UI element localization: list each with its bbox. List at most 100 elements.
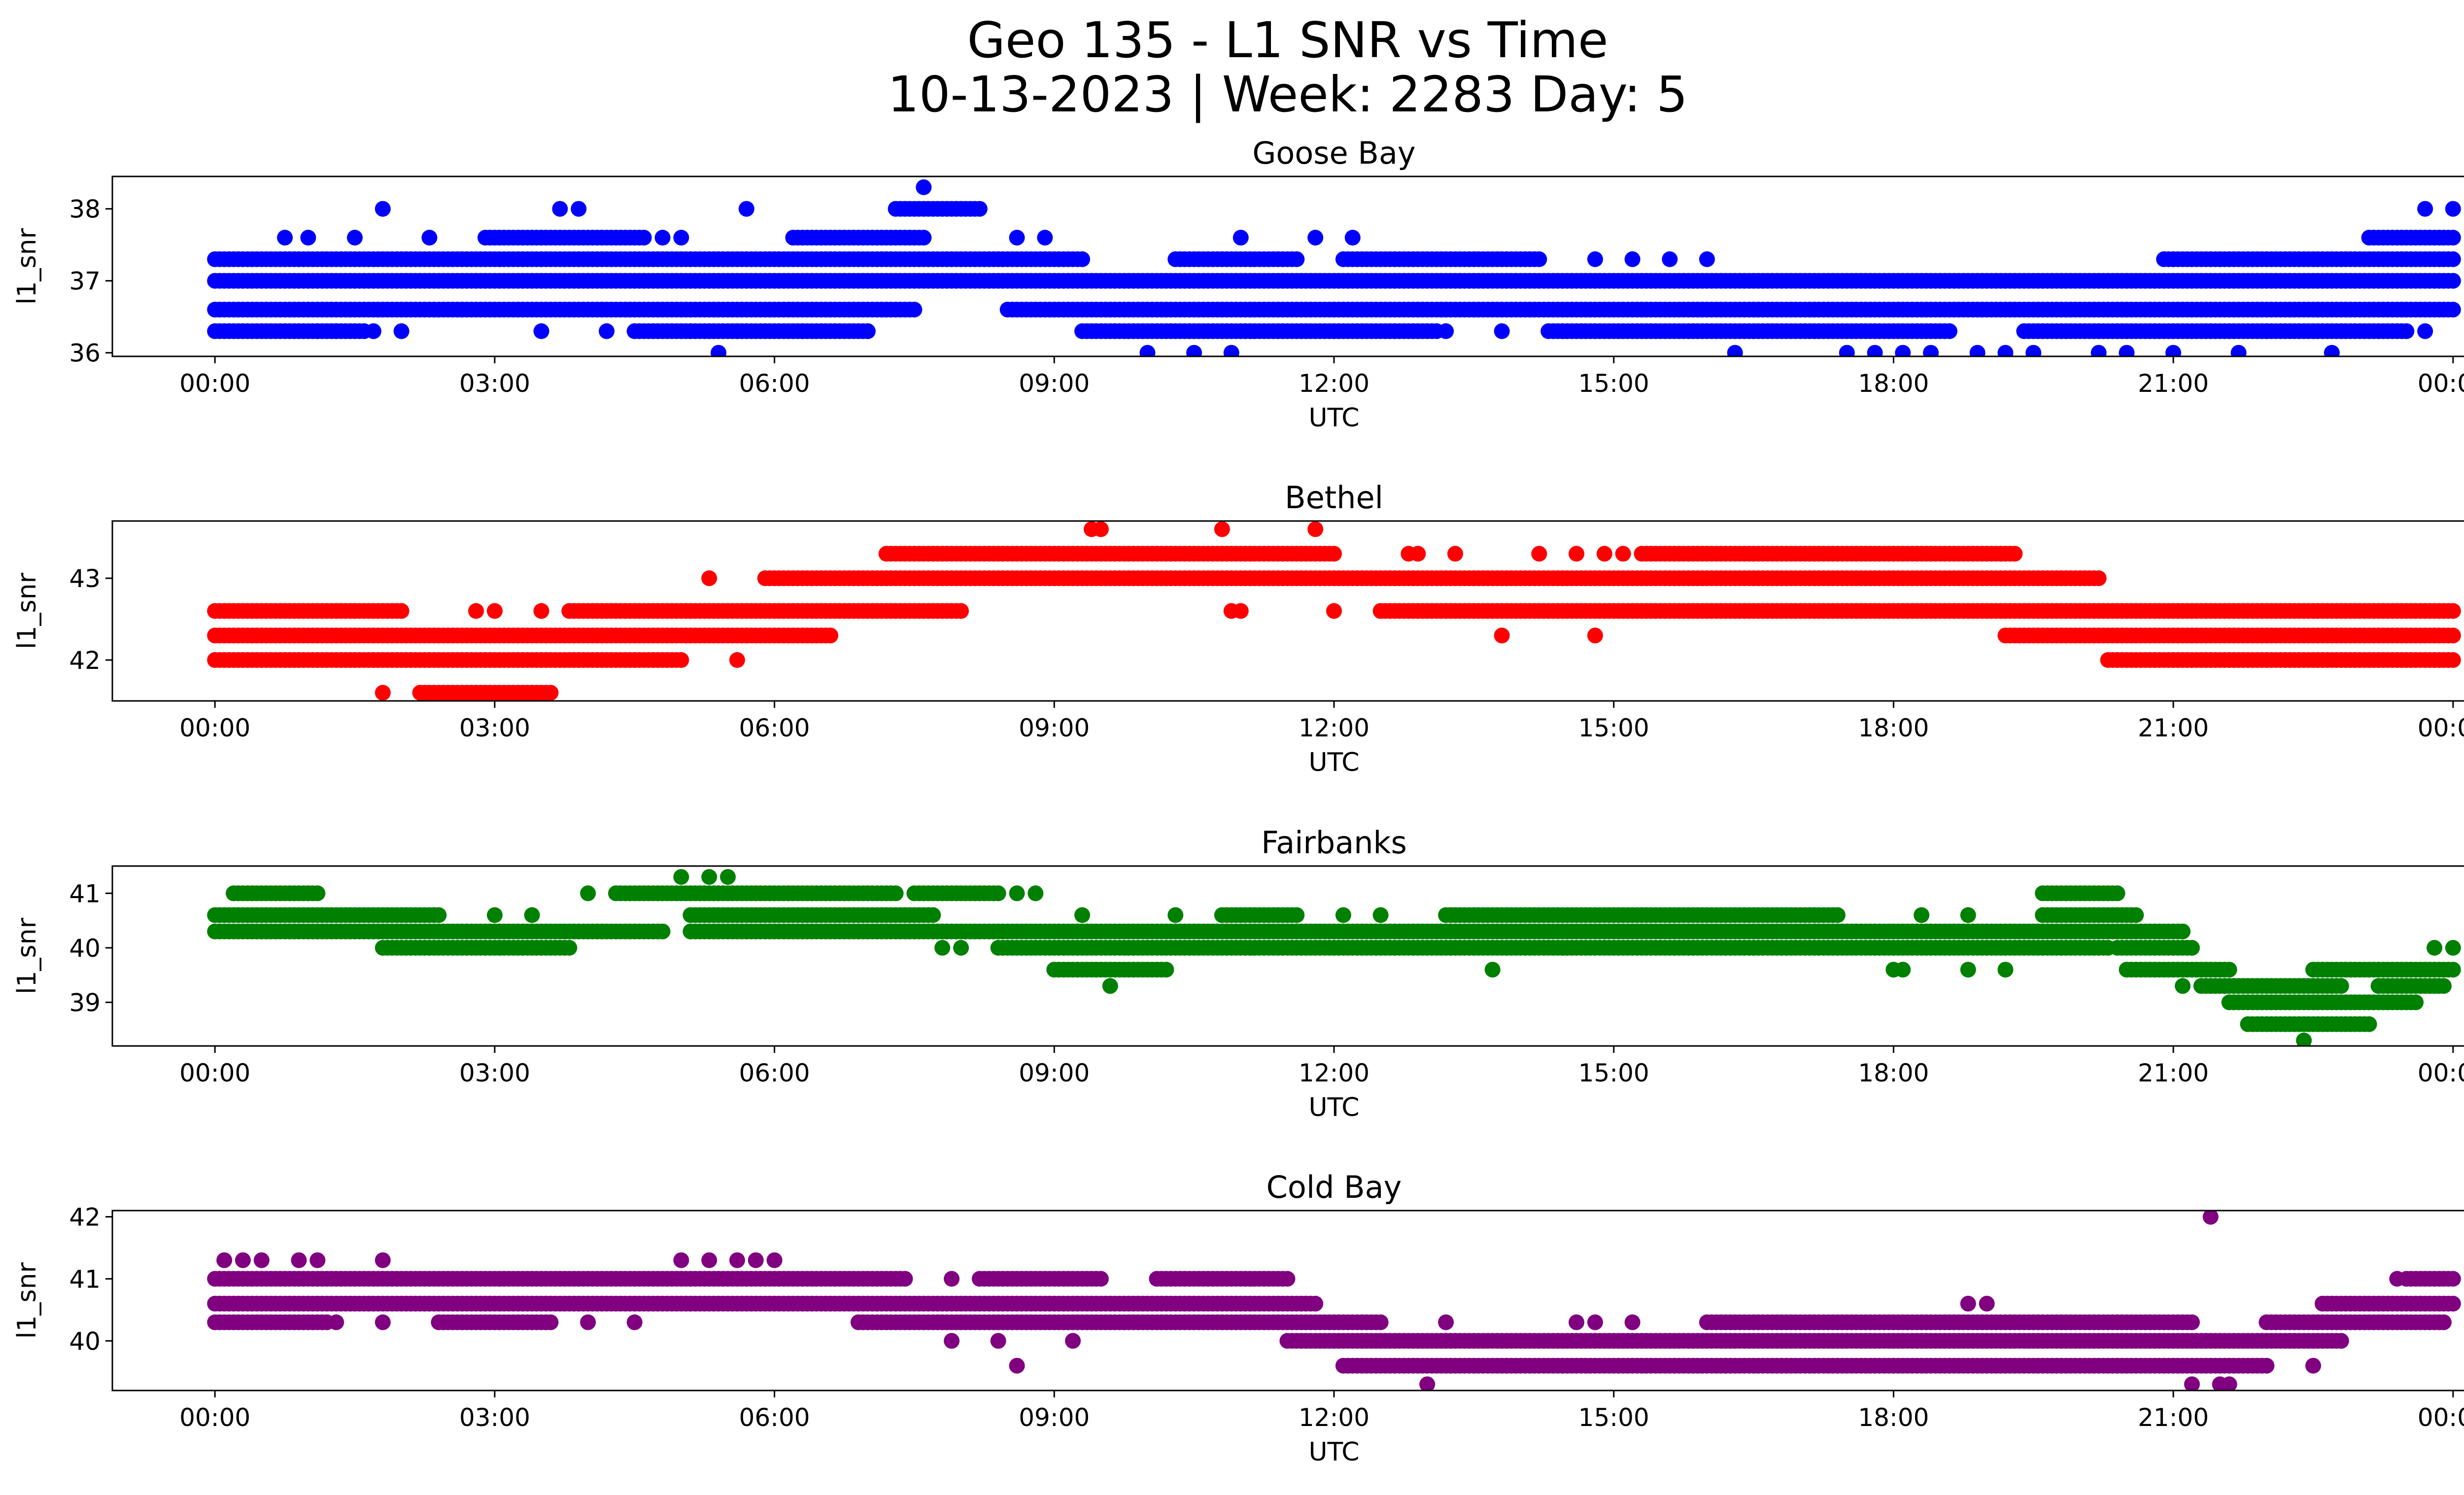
data-point	[309, 885, 326, 902]
data-point	[1997, 962, 2014, 978]
x-tick-label: 09:00	[1019, 714, 1090, 742]
data-point	[1223, 345, 1239, 356]
y-tick-label: 43	[69, 564, 101, 593]
y-tick-label: 37	[69, 267, 101, 296]
data-point	[738, 201, 754, 217]
data-point	[1232, 603, 1249, 619]
data-point	[673, 230, 689, 246]
data-point	[1895, 345, 1911, 356]
data-point	[1923, 345, 1939, 356]
x-tick-label: 12:00	[1299, 1059, 1369, 1087]
data-point	[365, 323, 381, 339]
x-axis-label: UTC	[1308, 1093, 1359, 1122]
data-point	[1279, 1271, 1296, 1287]
data-point	[673, 869, 689, 885]
data-point	[599, 323, 615, 339]
data-point	[2119, 345, 2135, 356]
data-point	[2445, 627, 2461, 644]
fairbanks-points	[207, 869, 2461, 1046]
data-point	[1009, 885, 1025, 902]
data-point	[1093, 521, 1109, 537]
data-point	[1867, 345, 1883, 356]
data-point	[1307, 1295, 1324, 1312]
data-point	[729, 323, 745, 339]
x-axis-label: UTC	[1308, 748, 1359, 777]
data-point	[393, 603, 410, 619]
data-point	[1232, 230, 1249, 246]
data-point	[916, 230, 932, 246]
data-point	[859, 323, 876, 339]
data-point	[654, 923, 671, 939]
data-point	[1307, 230, 1324, 246]
data-point	[2445, 962, 2461, 978]
x-tick-label: 12:00	[1299, 714, 1369, 742]
data-point	[1102, 978, 1118, 994]
data-point	[990, 885, 1006, 902]
data-point	[552, 201, 568, 217]
data-point	[897, 1271, 913, 1287]
data-point	[701, 869, 718, 885]
data-point	[2333, 978, 2349, 994]
data-point	[934, 939, 951, 956]
data-point	[486, 603, 503, 619]
data-point	[2184, 939, 2200, 956]
data-point	[543, 1314, 559, 1330]
data-point	[1531, 251, 1547, 267]
data-point	[421, 230, 438, 246]
data-point	[1969, 345, 1985, 356]
data-point	[347, 603, 363, 619]
y-tick-label: 42	[69, 646, 101, 675]
data-point	[533, 603, 549, 619]
x-tick-label: 09:00	[1019, 1059, 1090, 1087]
data-point	[2398, 323, 2415, 339]
data-point	[2007, 546, 2023, 562]
data-point	[2324, 345, 2340, 356]
data-point	[1839, 345, 1855, 356]
data-point	[1214, 521, 1230, 537]
x-tick-label: 06:00	[739, 1059, 810, 1087]
data-point	[309, 323, 326, 339]
data-point	[543, 685, 559, 701]
data-point	[2296, 1032, 2312, 1046]
x-tick-label: 21:00	[2138, 369, 2209, 398]
data-point	[1307, 521, 1324, 537]
data-point	[1624, 251, 1641, 267]
data-point	[2259, 323, 2275, 339]
data-point	[1494, 323, 1510, 339]
data-point	[1372, 907, 1389, 923]
data-point	[533, 323, 549, 339]
x-tick-label: 00:00	[179, 369, 250, 398]
data-point	[1942, 323, 1957, 339]
panel-title: Bethel	[1285, 480, 1383, 516]
data-point	[1074, 907, 1091, 923]
data-point	[916, 179, 932, 195]
x-tick-label: 12:00	[1299, 369, 1369, 398]
data-point	[2435, 978, 2452, 994]
x-tick-label: 06:00	[739, 714, 810, 742]
data-point	[1960, 907, 1976, 923]
data-point	[1997, 345, 2014, 356]
data-point	[1727, 345, 1743, 356]
x-tick-label: 00:00	[179, 714, 250, 742]
data-point	[580, 885, 596, 902]
data-point	[2361, 1016, 2377, 1032]
x-tick-label: 00:00	[2418, 369, 2464, 398]
data-point	[1093, 1271, 1109, 1287]
data-point	[1596, 546, 1612, 562]
x-tick-label: 18:00	[1858, 369, 1929, 398]
data-point	[636, 230, 652, 246]
data-point	[822, 627, 839, 644]
x-tick-label: 00:00	[179, 1059, 250, 1087]
data-point	[2165, 345, 2182, 356]
data-point	[1009, 230, 1025, 246]
data-point	[561, 939, 578, 956]
data-point	[277, 230, 293, 246]
data-point	[2408, 994, 2424, 1010]
data-point	[2025, 345, 2042, 356]
data-point	[925, 907, 941, 923]
data-point	[1829, 907, 1846, 923]
